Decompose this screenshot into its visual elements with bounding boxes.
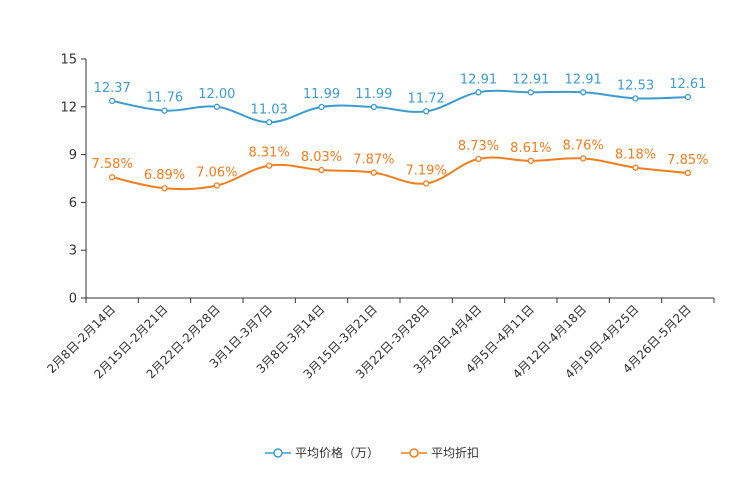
series-discount-data-label: 7.06% <box>196 166 237 181</box>
series-price-data-label: 12.91 <box>460 72 497 87</box>
series-discount-point[interactable] <box>632 164 639 171</box>
legend-item-price[interactable]: 平均价格（万） <box>264 444 379 461</box>
series-discount-data-label: 8.18% <box>615 148 656 163</box>
series-discount-point[interactable] <box>527 157 534 164</box>
series-discount-point[interactable] <box>109 174 116 181</box>
legend-price-marker-icon <box>264 447 291 458</box>
series-discount-data-label: 8.76% <box>563 138 604 153</box>
series-discount-point[interactable] <box>684 169 691 177</box>
series-discount-data-label: 8.31% <box>249 146 290 161</box>
series-price-point[interactable] <box>370 103 377 111</box>
series-group: 12.37 11.76 12.00 11.03 11.99 11.99 11.72 12.91… <box>92 72 708 192</box>
legend-price-circle <box>273 447 283 458</box>
y-tick-label: 9 <box>69 148 77 163</box>
series-discount: 7.58% 6.89% 7.06% 8.31% 8.03% 7.87% 7.19% 8.73%… <box>92 138 708 192</box>
series-price-point[interactable] <box>423 108 430 115</box>
legend: 平均价格（万） 平均折扣 <box>0 444 744 461</box>
series-discount-point[interactable] <box>318 166 325 174</box>
y-tick-label: 0 <box>69 292 77 307</box>
series-discount-point[interactable] <box>475 155 482 163</box>
series-discount-point[interactable] <box>266 162 273 169</box>
series-price-point[interactable] <box>318 103 325 111</box>
series-price-point[interactable] <box>213 103 220 110</box>
series-price-point[interactable] <box>632 95 639 102</box>
series-discount-data-label: 6.89% <box>144 168 185 183</box>
series-discount-data-label: 7.19% <box>406 163 447 178</box>
series-discount-point[interactable] <box>423 180 430 187</box>
y-tick-label: 6 <box>69 196 77 211</box>
series-price-data-label: 11.03 <box>251 102 288 117</box>
y-tick-label: 15 <box>60 53 77 68</box>
series-price-data-label: 11.99 <box>355 87 392 102</box>
series-discount-point[interactable] <box>580 155 587 162</box>
series-discount-data-label: 8.73% <box>458 139 499 154</box>
series-price-point[interactable] <box>266 119 273 126</box>
legend-discount-circle <box>409 447 419 458</box>
series-price-data-label: 12.91 <box>565 72 602 87</box>
y-tick-label: 12 <box>60 100 77 115</box>
series-discount-data-label: 7.87% <box>353 153 394 168</box>
series-price-data-label: 11.72 <box>408 91 445 106</box>
y-tick-label: 3 <box>69 244 77 259</box>
series-price-point[interactable] <box>475 89 482 96</box>
series-price-point[interactable] <box>161 107 168 114</box>
series-price: 12.37 11.76 12.00 11.03 11.99 11.99 11.72 12.91… <box>94 72 706 126</box>
legend-discount-marker-icon <box>401 447 427 458</box>
series-discount-data-label: 8.61% <box>510 141 551 156</box>
series-price-data-label: 12.91 <box>512 72 549 87</box>
series-discount-line <box>111 156 688 191</box>
series-price-point[interactable] <box>684 93 691 101</box>
series-price-data-label: 12.61 <box>669 77 706 92</box>
series-discount-point[interactable] <box>213 182 220 189</box>
series-discount-point[interactable] <box>370 169 377 176</box>
series-price-data-label: 12.37 <box>94 81 131 96</box>
legend-price-label: 平均价格（万） <box>294 446 379 460</box>
series-price-data-label: 12.00 <box>198 87 235 102</box>
series-discount-data-label: 8.03% <box>301 150 342 165</box>
series-price-data-label: 11.76 <box>146 91 183 106</box>
series-price-line <box>111 89 688 124</box>
series-discount-data-label: 7.85% <box>667 153 708 168</box>
series-price-data-label: 11.99 <box>303 87 340 102</box>
series-discount-data-label: 7.58% <box>92 157 133 172</box>
legend-discount-label: 平均折扣 <box>431 446 480 460</box>
series-price-point[interactable] <box>109 97 116 105</box>
series-discount-point[interactable] <box>161 185 168 192</box>
series-price-data-label: 12.53 <box>617 78 654 93</box>
series-price-point[interactable] <box>580 89 587 96</box>
series-price-point[interactable] <box>527 89 534 96</box>
legend-item-discount[interactable]: 平均折扣 <box>401 444 479 461</box>
